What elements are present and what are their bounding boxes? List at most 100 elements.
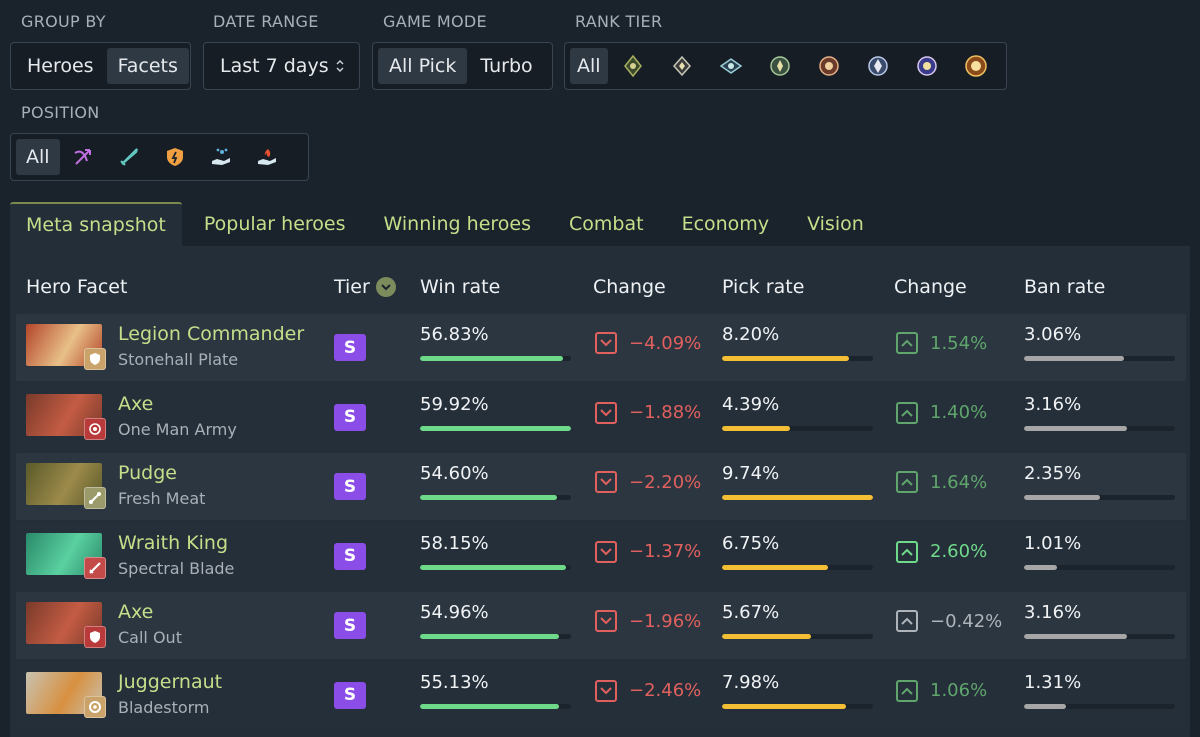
rank-herald-option[interactable]: [609, 48, 657, 84]
hero-name[interactable]: Wraith King: [118, 531, 229, 554]
game-mode-all-pick-option[interactable]: All Pick: [378, 48, 468, 84]
hero-name[interactable]: Axe: [118, 601, 154, 623]
rank-divine-option[interactable]: [903, 48, 951, 84]
rank-archon-option[interactable]: [756, 48, 804, 84]
tab-vision[interactable]: Vision: [807, 213, 864, 235]
position-carry-option[interactable]: [60, 139, 106, 175]
win-change-value: −4.09%: [629, 332, 702, 354]
offlane-shield-icon: [166, 148, 183, 166]
trend-up-icon: [896, 540, 918, 563]
position-offlane-option[interactable]: [152, 139, 198, 175]
tab-meta-snapshot[interactable]: Meta snapshot: [10, 202, 182, 246]
pick-rate-column-header[interactable]: Pick rate: [722, 276, 805, 298]
table-header: Hero Facet Tier Win rate Change Pick rat…: [10, 246, 1190, 314]
win-change: −1.37%: [595, 540, 701, 563]
rank-crusader-option[interactable]: [707, 48, 755, 84]
tab-economy[interactable]: Economy: [681, 213, 770, 235]
win-rate-value: 56.83%: [420, 324, 489, 345]
ban-rate-value: 3.06%: [1024, 324, 1082, 345]
hero-facet-column-header[interactable]: Hero Facet: [26, 276, 128, 298]
trend-up-icon: [896, 471, 918, 493]
game-mode-turbo-option[interactable]: Turbo: [480, 55, 533, 77]
rank-immortal-option[interactable]: [952, 48, 1000, 84]
position-all-option[interactable]: All: [16, 139, 60, 175]
hero-name[interactable]: Juggernaut: [118, 670, 223, 693]
position-hard-support-option[interactable]: [244, 139, 290, 175]
tier-badge: S: [334, 403, 366, 431]
win-change-column-header[interactable]: Change: [593, 276, 666, 298]
tab-popular-heroes[interactable]: Popular heroes: [203, 213, 346, 235]
table-row[interactable]: Axe One Man Army S 59.92% −1.88% 4.39% 1…: [16, 383, 1186, 451]
hard-support-hand-icon: [257, 149, 276, 165]
win-change: −1.88%: [595, 401, 702, 424]
shield-facet-icon: [90, 631, 100, 643]
hero-name[interactable]: Pudge: [118, 462, 177, 484]
trend-up-icon: [896, 610, 918, 632]
date-range-select[interactable]: Last 7 days: [203, 42, 360, 90]
hero-name[interactable]: Legion Commander: [118, 323, 305, 345]
ban-rate-value: 1.01%: [1024, 532, 1082, 554]
pick-change: 1.40%: [896, 401, 988, 424]
facet-name: Stonehall Plate: [118, 350, 239, 369]
ban-rate-bar: [1024, 495, 1175, 500]
pick-rate-value: 8.20%: [722, 324, 780, 345]
tier-column-header[interactable]: Tier: [334, 276, 396, 298]
pick-rate-bar: [722, 564, 873, 570]
table-row[interactable]: Axe Call Out S 54.96% −1.96% 5.67% −0.42…: [16, 592, 1186, 659]
pick-change-value: 1.40%: [930, 402, 988, 423]
group-by-label: GROUP BY: [21, 12, 106, 31]
win-change-value: −1.88%: [629, 402, 702, 423]
herald-rank-icon: [623, 54, 642, 78]
ban-rate-column-header[interactable]: Ban rate: [1024, 276, 1106, 298]
tab-winning-heroes[interactable]: Winning heroes: [383, 213, 532, 235]
rank-tier-toggle: All: [564, 42, 1007, 90]
table-row[interactable]: Wraith King Spectral Blade S 58.15% −1.3…: [16, 522, 1186, 590]
pick-change-value: −0.42%: [930, 610, 1003, 632]
immortal-rank-icon: [964, 55, 987, 77]
rank-all-option[interactable]: All: [570, 48, 608, 84]
table-row[interactable]: Legion Commander Stonehall Plate S 56.83…: [16, 314, 1186, 381]
table-row[interactable]: Pudge Fresh Meat S 54.60% −2.20% 9.74% 1…: [16, 453, 1186, 520]
rank-ancient-option[interactable]: [854, 48, 902, 84]
pick-rate-value: 5.67%: [722, 602, 780, 623]
facet-name: One Man Army: [118, 419, 237, 439]
hero-portrait[interactable]: [26, 602, 106, 648]
date-range-value: Last 7 days: [220, 55, 329, 77]
position-soft-support-option[interactable]: [198, 139, 244, 175]
pick-rate-value: 7.98%: [722, 671, 780, 693]
pick-change-value: 1.54%: [930, 332, 988, 354]
win-change: −2.46%: [595, 679, 701, 702]
trend-down-icon: [595, 540, 617, 563]
divine-rank-icon: [916, 56, 937, 76]
win-rate-value: 59.92%: [420, 393, 489, 415]
ban-rate-bar: [1024, 356, 1175, 361]
tier-badge: S: [334, 612, 366, 639]
trend-up-icon: [896, 332, 918, 354]
group-by-heroes-option[interactable]: Heroes: [27, 55, 94, 77]
win-rate-bar: [420, 356, 571, 361]
game-mode-toggle: All Pick Turbo: [372, 42, 553, 90]
hero-portrait[interactable]: [26, 393, 106, 440]
ban-rate-bar: [1024, 634, 1175, 639]
position-toggle: All: [10, 133, 309, 181]
rank-tier-label: RANK TIER: [575, 12, 663, 31]
trend-up-icon: [896, 401, 918, 424]
rank-guardian-option[interactable]: [658, 48, 706, 84]
trend-down-icon: [595, 679, 617, 702]
tab-combat[interactable]: Combat: [569, 213, 644, 235]
hero-portrait[interactable]: [26, 463, 106, 509]
trend-down-icon: [595, 471, 617, 493]
group-by-toggle: Heroes Facets: [10, 42, 191, 90]
hero-portrait[interactable]: [26, 324, 106, 370]
position-mid-option[interactable]: [106, 139, 152, 175]
table-row[interactable]: Juggernaut Bladestorm S 55.13% −2.46% 7.…: [16, 661, 1186, 729]
win-rate-column-header[interactable]: Win rate: [420, 276, 501, 298]
pick-change-value: 1.06%: [930, 680, 988, 701]
sort-descending-icon[interactable]: [375, 277, 396, 297]
hero-name[interactable]: Axe: [118, 392, 154, 415]
pick-change-column-header[interactable]: Change: [894, 276, 967, 298]
hero-portrait[interactable]: [26, 532, 106, 579]
group-by-facets-option[interactable]: Facets: [106, 48, 189, 84]
hero-portrait[interactable]: [26, 671, 106, 718]
rank-legend-option[interactable]: [805, 48, 853, 84]
